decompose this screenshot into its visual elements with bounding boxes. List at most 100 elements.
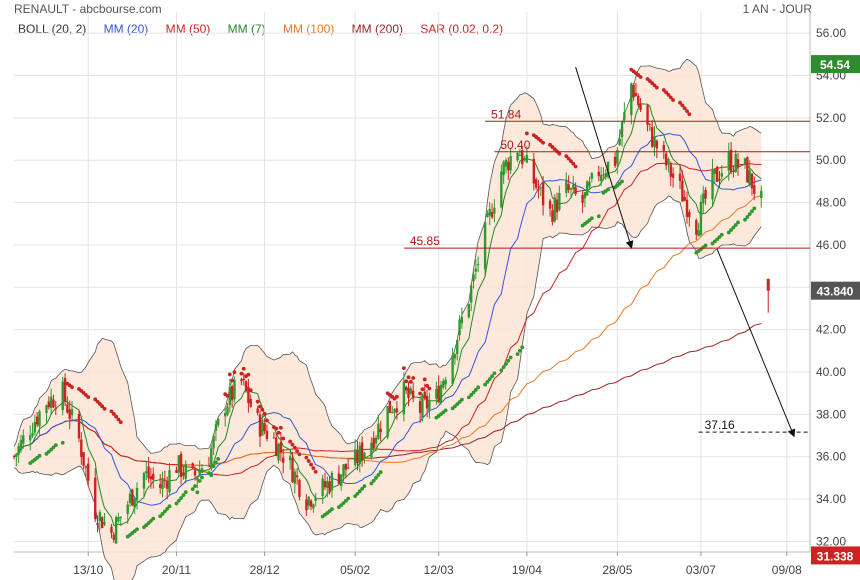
candle-body	[22, 435, 25, 444]
y-axis: 32.0034.0036.0038.0040.0042.0044.0046.00…	[816, 26, 846, 548]
sar-dot	[569, 159, 573, 164]
candle-body	[500, 171, 503, 208]
candle-body	[94, 477, 97, 520]
candle-body	[372, 437, 375, 449]
candle-body	[418, 401, 422, 413]
candle-body	[734, 153, 737, 173]
candle-body	[634, 93, 638, 97]
candle-body	[395, 408, 399, 413]
candle-body	[230, 386, 234, 401]
candle-body	[177, 455, 180, 473]
sar-dot	[508, 355, 513, 360]
sar-dot	[469, 393, 474, 397]
candle-body	[537, 188, 540, 191]
chart-title: RENAULT - abcbourse.com	[14, 2, 162, 16]
candle-body	[476, 264, 480, 266]
sar-dot	[111, 412, 116, 416]
candle-body	[402, 381, 406, 415]
candle-body	[182, 472, 185, 476]
sar-dot	[232, 370, 237, 375]
candle-body	[275, 437, 278, 457]
candle-body	[226, 406, 229, 415]
x-tick-label: 13/10	[73, 563, 103, 577]
y-tick-label: 48.00	[816, 196, 846, 210]
legend-mm100: MM (100)	[282, 22, 335, 36]
sar-dot	[149, 518, 153, 523]
candle-body	[295, 475, 299, 478]
candle-body	[695, 220, 698, 235]
sar-dot	[295, 449, 300, 453]
sar-dot	[343, 498, 348, 503]
candle-body	[212, 435, 215, 449]
candle-body	[393, 409, 396, 413]
candle-body	[409, 388, 413, 394]
sar-dot	[504, 362, 508, 366]
sar-dot	[506, 358, 511, 363]
trend-arrow	[575, 66, 634, 249]
sar-dot	[158, 514, 163, 519]
sar-dot	[731, 225, 736, 230]
sar-dot	[255, 399, 260, 404]
sar-dot	[248, 388, 253, 393]
candle-body	[516, 152, 519, 161]
sar-dot	[281, 436, 286, 441]
price-tag-label: 31.338	[817, 549, 854, 563]
candle-body	[483, 222, 487, 270]
sar-dot	[53, 443, 58, 448]
sar-dot	[362, 484, 367, 489]
candle-body	[569, 188, 573, 190]
sar-dot	[376, 473, 381, 477]
candle-body	[17, 445, 20, 455]
candle-body	[474, 268, 478, 272]
candle-body	[650, 127, 654, 147]
sar-dot	[37, 453, 42, 458]
sar-dot	[183, 490, 188, 495]
sar-dot	[487, 377, 492, 381]
candle-body	[142, 472, 146, 489]
candle-body	[135, 487, 139, 500]
indicator-legend: BOLL (20, 2) MM (20) MM (50) MM (7) MM (…	[18, 22, 517, 36]
sar-dot	[401, 366, 406, 371]
sar-dot	[668, 95, 673, 100]
sar-dot	[309, 462, 313, 467]
sar-dot	[678, 100, 682, 105]
sar-dot	[160, 511, 165, 516]
candle-body	[697, 230, 700, 237]
candle-body	[98, 512, 102, 522]
sar-dot	[564, 154, 569, 159]
sar-dot	[292, 445, 297, 450]
candle-body	[453, 354, 457, 359]
candle-body	[391, 412, 394, 414]
candle-body	[233, 379, 236, 400]
candle-body	[145, 471, 148, 473]
sar-dot	[476, 385, 481, 390]
sar-dot	[524, 131, 529, 136]
bollinger-fill	[14, 59, 762, 580]
sar-dot	[297, 452, 302, 457]
sar-dot	[197, 479, 202, 483]
sar-dot	[304, 455, 309, 460]
candle-body	[425, 395, 429, 409]
candle-body	[727, 152, 730, 171]
candle-body	[370, 442, 373, 458]
price-tag-box	[811, 281, 860, 300]
sar-dot	[520, 345, 525, 350]
sar-dot	[501, 365, 506, 370]
candle-body	[323, 481, 327, 488]
level-label: 50.40	[500, 138, 530, 152]
x-tick-label: 20/11	[162, 563, 191, 577]
candle-body	[61, 381, 64, 411]
sar-dot	[151, 516, 156, 521]
candle-body	[217, 418, 220, 426]
candle-body	[223, 413, 227, 417]
candle-body	[388, 400, 392, 413]
candle-body	[261, 419, 264, 436]
period-label[interactable]: 1 AN - JOUR	[742, 2, 812, 16]
y-tick-label: 46.00	[816, 238, 846, 252]
sar-dot	[719, 232, 724, 237]
price-tag-box	[811, 55, 860, 74]
sar-dot	[457, 400, 462, 404]
candle-body	[493, 207, 496, 214]
candle-body	[242, 378, 245, 381]
